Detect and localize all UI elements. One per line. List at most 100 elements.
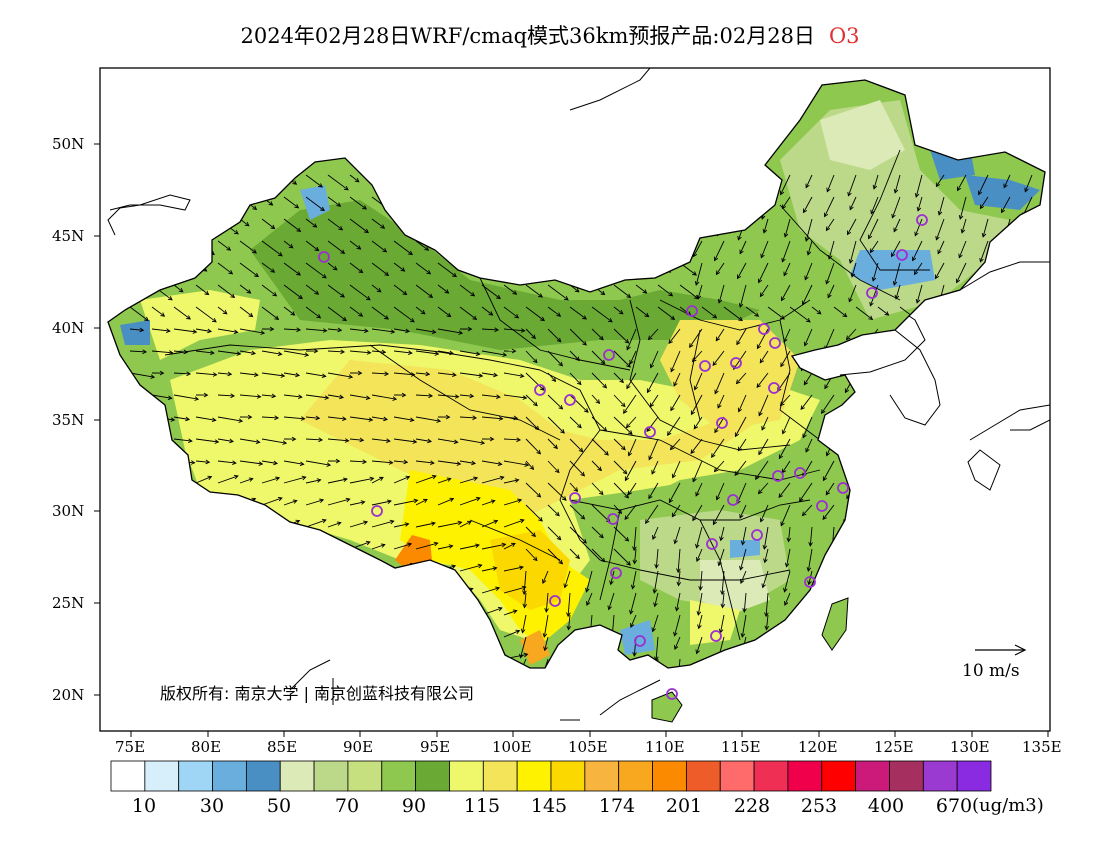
wind-arrow-head xyxy=(738,316,743,322)
wind-arrow xyxy=(415,542,438,550)
wind-arrow-head xyxy=(807,580,812,586)
wind-arrow-head xyxy=(642,289,648,294)
wind-arrow-head xyxy=(428,293,434,298)
wind-arrow xyxy=(525,504,543,522)
station-marker xyxy=(716,417,728,429)
wind-arrow-head xyxy=(669,445,675,451)
wind-arrow-head xyxy=(764,612,769,618)
wind-arrow xyxy=(129,328,144,331)
legend-tick-label: 50 xyxy=(266,795,292,817)
wind-arrow xyxy=(938,196,945,216)
wind-arrow xyxy=(877,306,889,316)
lon-label: 115E xyxy=(721,738,761,756)
wind-arrow-head xyxy=(380,224,386,229)
station-marker xyxy=(772,470,784,482)
wind-arrow-head xyxy=(402,290,408,296)
wind-arrow xyxy=(129,350,147,353)
wind-arrow-head xyxy=(558,559,564,565)
wind-arrow-head xyxy=(444,289,450,294)
wind-arrow xyxy=(173,350,188,353)
wind-arrow xyxy=(305,394,329,399)
wind-arrow-head xyxy=(806,250,812,256)
wind-arrow-head xyxy=(573,487,579,492)
wind-arrow-head xyxy=(150,374,156,379)
wind-arrow xyxy=(679,306,691,316)
wind-arrow-head xyxy=(205,459,211,465)
wind-arrow-head xyxy=(336,202,342,207)
wind-arrow-head xyxy=(458,330,464,335)
wind-arrow-head xyxy=(186,371,192,377)
wind-arrow-head xyxy=(288,243,294,249)
wind-arrow xyxy=(283,500,297,506)
legend-swatch xyxy=(855,760,890,792)
wind-arrow xyxy=(327,522,341,528)
legend-swatch xyxy=(719,760,755,792)
wind-arrow xyxy=(613,504,622,514)
wind-arrow xyxy=(591,394,600,404)
wind-arrow-head xyxy=(598,490,604,496)
wind-arrow-head xyxy=(422,498,428,503)
wind-arrow-head xyxy=(270,224,276,230)
wind-arrow xyxy=(393,476,410,484)
legend-color-bar xyxy=(110,760,992,792)
wind-arrow xyxy=(305,218,317,228)
wind-arrow xyxy=(781,240,791,262)
wind-arrow xyxy=(784,592,791,606)
wind-arrow xyxy=(283,218,301,232)
wind-arrow-head xyxy=(468,587,474,592)
wind-arrow xyxy=(738,394,747,412)
wind-arrow xyxy=(803,372,813,385)
wind-arrow-head xyxy=(586,601,591,606)
wind-arrow-head xyxy=(473,476,479,482)
wind-arrow-head xyxy=(248,477,254,482)
wind-arrow-head xyxy=(935,235,940,241)
wind-arrow-head xyxy=(230,293,236,298)
wind-arrow xyxy=(716,262,725,275)
wind-arrow-head xyxy=(321,274,327,279)
wind-arrow xyxy=(393,350,412,354)
wind-arrow xyxy=(825,482,835,495)
wind-arrow xyxy=(569,438,584,453)
wind-arrow-head xyxy=(645,519,650,524)
wind-arrow-head xyxy=(676,568,681,574)
wind-arrow xyxy=(613,438,626,451)
wind-arrow-head xyxy=(202,267,208,272)
wind-arrow-head xyxy=(576,380,582,386)
wind-arrow-head xyxy=(566,612,571,618)
wind-arrow xyxy=(627,482,637,495)
wind-arrow xyxy=(239,240,257,254)
lon-label: 90E xyxy=(343,738,374,756)
wind-arrow-head xyxy=(714,428,719,434)
legend-swatch xyxy=(550,760,586,792)
wind-arrow-head xyxy=(524,462,530,467)
wind-arrow xyxy=(591,460,602,471)
wind-arrow xyxy=(415,394,433,397)
station-marker xyxy=(371,505,383,517)
legend-swatch xyxy=(584,760,620,792)
wind-arrow xyxy=(868,218,879,239)
wind-arrow xyxy=(714,416,725,433)
wind-arrow-head xyxy=(712,361,717,367)
wind-arrow-head xyxy=(609,580,614,586)
wind-arrow-head xyxy=(449,350,455,356)
wind-arrow-head xyxy=(388,460,394,465)
wind-arrow xyxy=(698,614,703,629)
station-marker xyxy=(730,357,742,369)
wind-arrow-head xyxy=(676,581,682,587)
wind-arrow xyxy=(547,328,562,343)
wind-arrow xyxy=(305,416,320,419)
wind-arrow-head xyxy=(801,300,807,306)
wind-arrow-head xyxy=(515,629,521,634)
wind-arrow-head xyxy=(378,476,384,481)
wind-arrow-head xyxy=(827,254,833,260)
wind-arrow xyxy=(393,306,415,323)
wind-arrow-head xyxy=(332,265,338,271)
wind-arrow-head xyxy=(358,268,364,274)
legend-swatch xyxy=(449,760,484,792)
wind-arrow xyxy=(415,475,437,484)
wind-arrow-head xyxy=(519,518,525,524)
wind-arrow-head xyxy=(845,335,851,341)
wind-arrow xyxy=(873,174,879,189)
wind-arrow xyxy=(503,479,519,484)
wind-arrow-head xyxy=(230,393,236,399)
